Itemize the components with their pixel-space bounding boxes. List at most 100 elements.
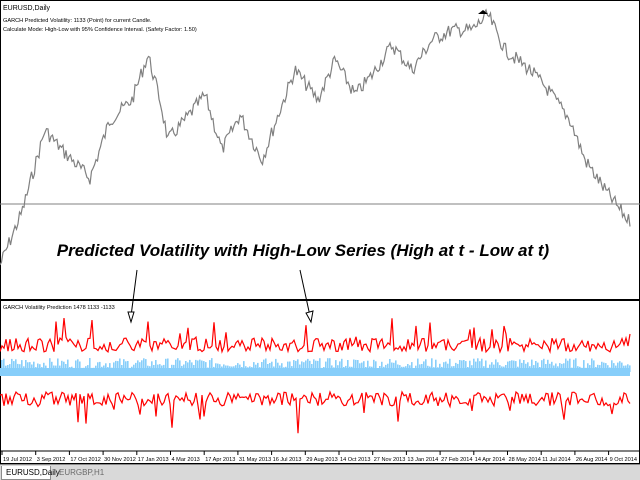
histogram-bar <box>137 360 139 372</box>
indicator-panel[interactable]: GARCH Volatility Prediction 1478 1133 -1… <box>0 305 631 434</box>
histogram-bar <box>61 360 63 372</box>
main-price-panel[interactable]: EURUSD,Daily GARCH Predicted Volatility:… <box>0 5 640 266</box>
histogram-bar <box>195 359 197 372</box>
time-axis-label: 9 Oct 2014 <box>610 457 637 463</box>
histogram-bar <box>601 361 603 372</box>
histogram-bar <box>265 358 267 372</box>
histogram-bar <box>347 360 349 372</box>
histogram-bar <box>203 361 205 372</box>
histogram-bar <box>449 358 451 372</box>
time-axis-label: 29 Aug 2013 <box>306 457 337 463</box>
time-axis-label: 27 Feb 2014 <box>441 457 472 463</box>
histogram-bar <box>325 361 327 372</box>
histogram-bar <box>105 363 107 372</box>
histogram-bar <box>135 362 137 372</box>
histogram-bar <box>469 360 471 372</box>
histogram-bar <box>475 361 477 372</box>
histogram-bar <box>315 360 317 372</box>
histogram-bar <box>197 360 199 372</box>
histogram-bar <box>109 363 111 372</box>
histogram-bar <box>461 360 463 372</box>
histogram-bar <box>363 361 365 372</box>
histogram-bar <box>215 363 217 372</box>
histogram-bar <box>99 361 101 372</box>
histogram-bar <box>593 360 595 372</box>
time-axis-label: 28 May 2014 <box>509 457 541 463</box>
histogram-bar <box>63 361 65 372</box>
histogram-bar <box>549 363 551 372</box>
histogram-bar <box>165 358 167 372</box>
histogram-bar <box>307 358 309 372</box>
histogram-bar <box>457 363 459 372</box>
time-axis-label: 3 Sep 2012 <box>37 457 66 463</box>
histogram-bar <box>309 360 311 372</box>
histogram-bar <box>463 360 465 372</box>
histogram-bar <box>341 358 343 372</box>
histogram-bar <box>127 361 129 372</box>
histogram-bar <box>151 361 153 372</box>
histogram-bar <box>49 358 51 372</box>
histogram-bar <box>447 363 449 372</box>
histogram-bar <box>465 361 467 372</box>
histogram-bar <box>211 358 213 372</box>
tab-eurusd-daily[interactable]: EURUSD,Daily <box>1 466 60 480</box>
histogram-bar <box>253 362 255 372</box>
tab-eurgbp-h1[interactable]: EURGBP,H1 <box>59 468 105 477</box>
arrow-left-line <box>130 269 138 317</box>
histogram-bar <box>561 363 563 372</box>
histogram-bar <box>513 360 515 372</box>
histogram-bar <box>75 360 77 372</box>
histogram-bar <box>187 362 189 372</box>
arrow-right-head-icon <box>305 310 314 324</box>
chart-tab-bar: EURUSD,Daily EURGBP,H1 <box>0 464 640 480</box>
histogram-bar <box>391 362 393 372</box>
histogram-bar <box>387 363 389 372</box>
histogram-bar <box>519 359 521 372</box>
histogram-bar <box>551 361 553 372</box>
histogram-bar <box>293 360 295 372</box>
histogram-bar <box>575 358 577 372</box>
histogram-bar <box>287 361 289 372</box>
histogram-bar <box>167 358 169 372</box>
histogram-bar <box>27 362 29 372</box>
histogram-bar <box>11 358 13 372</box>
histogram-bar <box>515 361 517 372</box>
time-axis-label: 14 Oct 2013 <box>340 457 370 463</box>
histogram-bar <box>189 359 191 372</box>
histogram-bar <box>361 362 363 372</box>
histogram-bar <box>473 358 475 372</box>
arrow-left-head-icon <box>127 311 135 324</box>
histogram-bar <box>271 361 273 372</box>
histogram-bar <box>583 360 585 372</box>
histogram-bar <box>481 358 483 372</box>
histogram-bar <box>521 362 523 372</box>
histogram-bar <box>115 360 117 372</box>
histogram-bar <box>479 361 481 372</box>
histogram-bar <box>425 359 427 372</box>
histogram-bar <box>455 362 457 372</box>
histogram-bar <box>143 358 145 372</box>
histogram-bar <box>269 363 271 372</box>
histogram-bar <box>335 360 337 372</box>
time-axis-label: 13 Jan 2014 <box>407 457 438 463</box>
histogram-bar <box>523 360 525 372</box>
histogram-bar <box>497 362 499 372</box>
histogram-bar <box>237 363 239 372</box>
histogram-bar <box>367 360 369 372</box>
histogram-bar <box>257 362 259 372</box>
histogram-bar <box>353 359 355 372</box>
histogram-bar <box>423 361 425 372</box>
histogram-bar <box>485 360 487 372</box>
histogram-bar <box>319 358 321 372</box>
current-price-marker-icon <box>478 10 488 14</box>
histogram-bar <box>1 360 3 372</box>
histogram-bar <box>509 360 511 372</box>
histogram-bar <box>355 359 357 372</box>
histogram-bar <box>25 360 27 372</box>
lower-volatility-band <box>0 390 631 434</box>
histogram-bar <box>621 362 623 372</box>
upper-volatility-band <box>0 317 631 354</box>
histogram-bar <box>411 362 413 372</box>
histogram-bar <box>565 358 567 372</box>
